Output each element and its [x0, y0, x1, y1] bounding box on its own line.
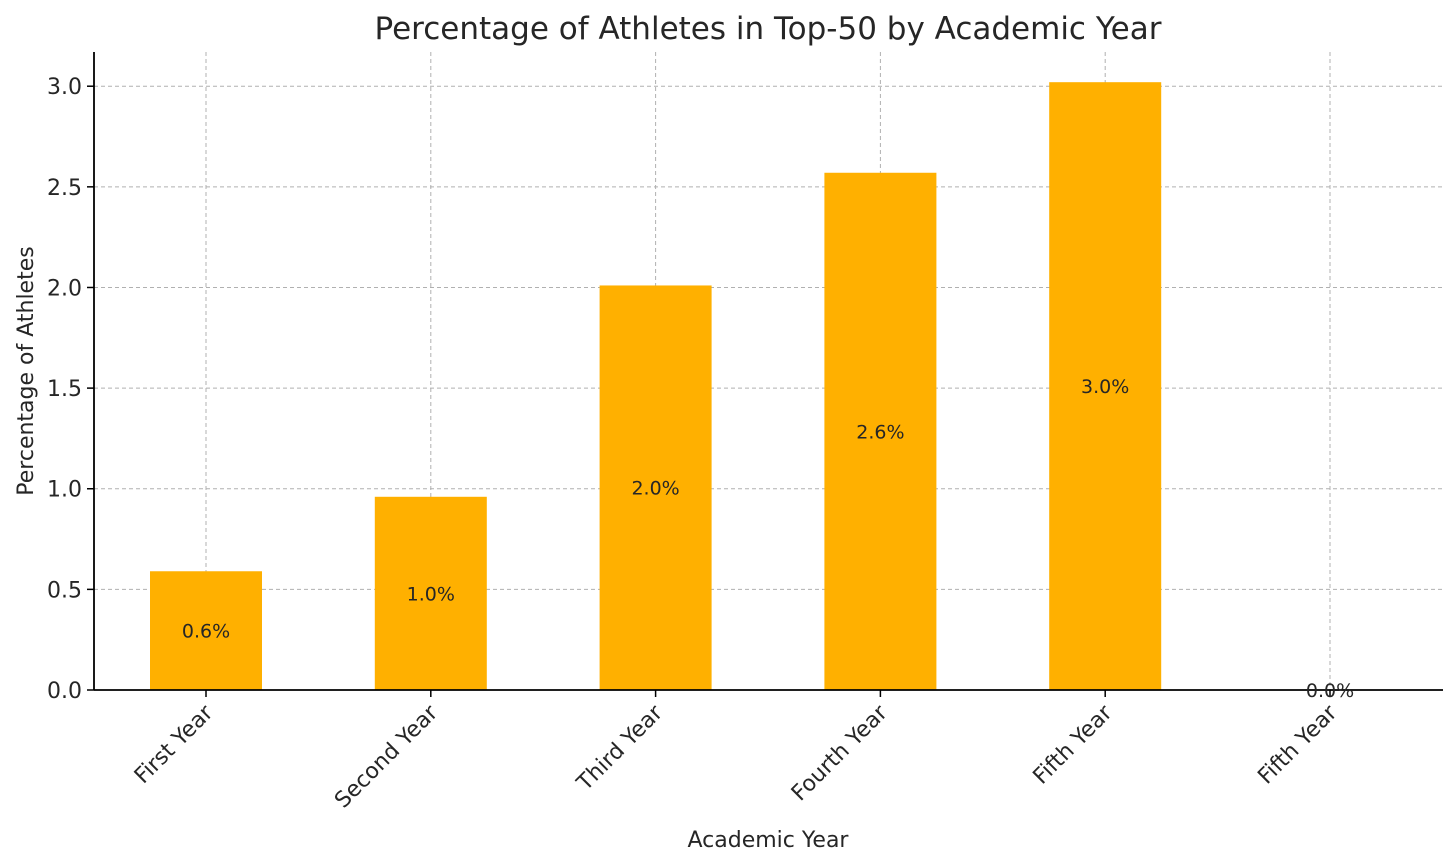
- x-tick-label: Fourth Year: [787, 700, 893, 806]
- y-tick-label: 2.0: [47, 276, 82, 301]
- data-label: 2.0%: [631, 478, 679, 500]
- x-tick-label: Second Year: [330, 700, 443, 813]
- y-tick-label: 1.0: [47, 478, 82, 503]
- bar: [824, 172, 937, 691]
- x-tick-label: First Year: [130, 700, 219, 789]
- chart-title: Percentage of Athletes in Top-50 by Acad…: [375, 11, 1162, 47]
- data-label: 1.0%: [407, 583, 455, 605]
- y-tick-label: 0.5: [47, 578, 82, 603]
- bar: [1049, 82, 1162, 691]
- y-ticks: 0.0 0.5 1.0 1.5 2.0 2.5 3.0: [47, 75, 94, 704]
- y-tick-label: 1.5: [47, 377, 82, 402]
- x-tick-label: Fifth Year: [1029, 700, 1119, 790]
- grid: [94, 52, 1443, 691]
- x-axis-title: Academic Year: [688, 828, 850, 853]
- y-tick-label: 2.5: [47, 176, 82, 201]
- x-tick-label: Fifth Year: [1253, 700, 1343, 790]
- bar: [374, 496, 487, 690]
- axes: [93, 52, 1443, 691]
- y-axis-title: Percentage of Athletes: [14, 246, 39, 495]
- data-label: 2.6%: [856, 421, 904, 443]
- data-labels: 0.6% 1.0% 2.0% 2.6% 3.0% 0.0%: [182, 376, 1354, 702]
- data-label: 0.0%: [1306, 680, 1354, 702]
- data-label: 0.6%: [182, 621, 230, 643]
- y-tick-label: 0.0: [47, 679, 82, 704]
- bars: [150, 82, 1162, 691]
- x-tick-label: Third Year: [572, 700, 669, 797]
- bar: [599, 285, 712, 690]
- data-label: 3.0%: [1081, 376, 1129, 398]
- bar: [150, 571, 262, 690]
- y-tick-label: 3.0: [47, 75, 82, 100]
- x-ticks: First Year Second Year Third Year Fourth Ye…: [130, 690, 1343, 813]
